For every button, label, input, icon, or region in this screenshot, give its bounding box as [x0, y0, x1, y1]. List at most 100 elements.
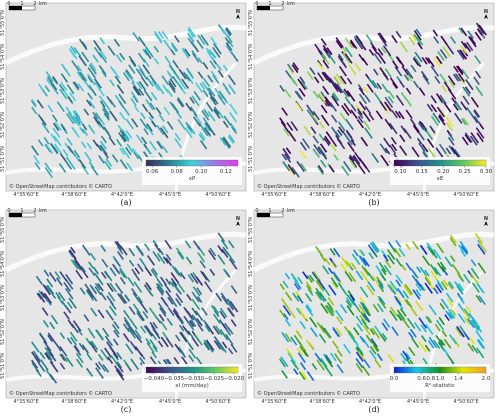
parcel: [228, 134, 235, 143]
parcel: [178, 348, 187, 358]
parcel: [31, 362, 40, 373]
parcel: [157, 302, 167, 315]
parcel: [174, 138, 182, 149]
parcel: [383, 318, 391, 328]
parcel: [373, 92, 383, 104]
parcel: [212, 46, 221, 58]
parcel: [219, 310, 226, 319]
parcel: [128, 259, 135, 267]
map-panel: 0 1 2 km N 4°35'60"E 4°38'60"E 4°42'0"E 4°45'0"E…: [0, 1, 247, 198]
parcel: [462, 95, 470, 106]
parcel: [475, 294, 482, 303]
parcel: [449, 255, 456, 263]
parcel: [168, 80, 176, 91]
parcel: [339, 75, 347, 85]
parcel: [79, 126, 85, 134]
parcel: [435, 55, 443, 65]
parcel: [381, 250, 388, 259]
parcel: [461, 136, 469, 146]
parcel: [137, 52, 146, 63]
parcel: [139, 68, 148, 81]
parcel: [415, 35, 424, 46]
parcel: [99, 140, 107, 150]
colorbar-tick-label: 0.10: [394, 169, 407, 175]
parcel: [132, 86, 140, 96]
parcel: [405, 87, 412, 95]
colorbar-tick-label: 0.10: [195, 169, 208, 175]
parcel: [185, 256, 193, 265]
parcel: [152, 328, 161, 340]
parcel: [411, 337, 420, 348]
parcel: [324, 329, 331, 339]
parcel: [32, 350, 41, 361]
parcel: [295, 291, 302, 300]
parcel: [448, 133, 455, 142]
parcel: [44, 285, 51, 292]
parcel: [282, 280, 289, 289]
parcel: [126, 143, 134, 153]
parcel: [45, 351, 53, 361]
parcel: [359, 314, 367, 325]
parcel: [164, 55, 171, 65]
parcel: [95, 274, 104, 286]
parcel: [155, 283, 165, 295]
parcel: [92, 111, 99, 120]
parcel: [299, 150, 307, 159]
parcel: [83, 314, 90, 322]
parcel: [325, 131, 332, 140]
parcel: [404, 283, 413, 295]
parcel: [185, 102, 193, 112]
scale-label: 2: [281, 208, 284, 214]
parcel: [150, 91, 158, 101]
parcel: [420, 335, 427, 343]
parcel: [98, 145, 106, 154]
parcel: [196, 287, 203, 295]
parcel: [45, 143, 54, 155]
parcel: [88, 261, 94, 269]
parcel: [437, 51, 445, 61]
parcel: [197, 71, 204, 79]
colorbar-tick-label: 0.12: [220, 169, 232, 175]
parcel: [31, 98, 37, 106]
parcel: [176, 81, 184, 91]
parcel: [157, 283, 165, 293]
parcel: [321, 152, 328, 160]
parcel: [52, 127, 61, 138]
parcel: [156, 252, 166, 265]
parcel: [394, 110, 402, 119]
scale-bar-fill: [257, 6, 270, 10]
parcel: [133, 105, 140, 113]
longitude-label: 4°45'0"E: [407, 192, 429, 198]
parcel: [357, 115, 364, 124]
parcel: [285, 70, 292, 78]
panel-caption: (d): [368, 405, 379, 413]
parcel: [109, 110, 118, 122]
colorbar-tick-label: 0.30: [480, 169, 493, 175]
parcel: [188, 348, 197, 359]
parcel: [130, 358, 140, 371]
parcel: [115, 54, 123, 63]
parcel: [136, 81, 143, 90]
parcel: [58, 291, 66, 302]
parcel: [283, 313, 289, 320]
parcel: [165, 253, 172, 261]
parcel: [109, 267, 117, 277]
parcel: [320, 104, 328, 114]
parcel: [320, 38, 327, 46]
parcel: [425, 315, 431, 324]
parcel: [156, 286, 164, 296]
parcel: [348, 332, 357, 344]
parcel: [346, 294, 356, 306]
parcel: [205, 101, 214, 112]
parcel: [194, 334, 203, 346]
attribution: © OpenStreetMap contributors © CARTO: [9, 390, 112, 397]
parcel: [32, 154, 41, 165]
parcel: [459, 49, 468, 60]
parcel: [78, 38, 88, 51]
parcel: [456, 326, 465, 338]
parcel: [340, 256, 349, 268]
parcel: [396, 296, 402, 304]
parcel: [172, 59, 180, 69]
parcel: [39, 351, 46, 360]
parcel: [98, 155, 105, 164]
